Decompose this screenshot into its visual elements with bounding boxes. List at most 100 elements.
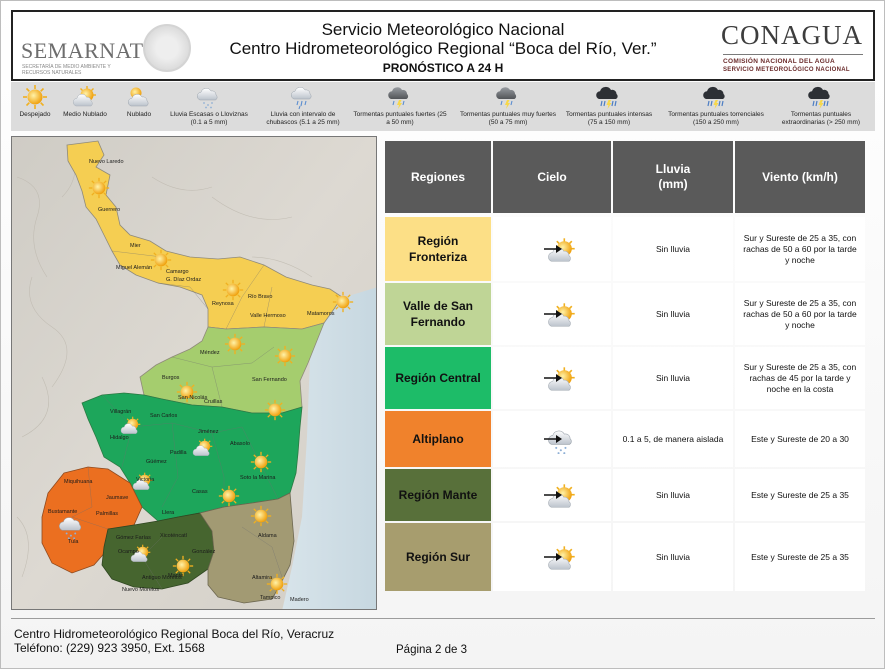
sky-cell: [493, 217, 611, 281]
region-name: Región Fronteriza: [385, 217, 491, 281]
legend-item: Despejado: [11, 82, 59, 131]
header-subtitle: Centro Hidrometeorológico Regional “Boca…: [229, 39, 657, 58]
rain-value: Sin lluvia: [613, 469, 733, 521]
region-map: Nuevo Laredo Guerrero Mier Miguel Alemán…: [11, 136, 377, 610]
weather-legend: Despejado Medio Nublado Nublado Lluvia E…: [11, 82, 875, 131]
map-label: Victoria: [136, 477, 155, 483]
legend-label: Tormentas puntuales extraordinarias (> 2…: [781, 111, 861, 126]
map-label: Altamira: [252, 575, 273, 581]
storm-torrential-icon: [703, 84, 729, 110]
map-label: Jaumave: [106, 495, 128, 501]
legend-label: Despejado: [19, 111, 51, 118]
map-label: Madero: [290, 597, 309, 603]
map-sun-icon: [265, 400, 285, 420]
forecast-title: PRONÓSTICO A 24 H: [382, 61, 504, 75]
header-wind: Viento (km/h): [735, 141, 865, 213]
map-label: San Fernando: [252, 377, 287, 383]
table-row: Región Mante Sin lluvia Este y Sureste de …: [385, 469, 865, 521]
forecast-table: Regiones Cielo Lluvia (mm) Viento (km/h)…: [385, 141, 865, 591]
wind-value: Sur y Sureste de 25 a 35, con rachas de …: [735, 283, 865, 345]
sky-forecast: [544, 310, 562, 318]
conagua-logo-line1: COMISIÓN NACIONAL DEL AGUA: [723, 58, 836, 65]
partly-cloudy-icon: [548, 238, 574, 261]
map-label: Nuevo Morelos: [122, 587, 159, 593]
map-label: Bustamante: [48, 509, 77, 515]
document-header: SEMARNAT SECRETARÍA DE MEDIO AMBIENTE Y …: [11, 10, 875, 81]
map-label: Miquihuana: [64, 479, 93, 485]
conagua-logo: CONAGUA COMISIÓN NACIONAL DEL AGUA SERVI…: [719, 20, 869, 76]
map-label: Gómez Farías: [116, 535, 151, 541]
drizzle-icon: [548, 431, 571, 454]
partly-cloudy-icon: [548, 367, 574, 390]
header-title: Servicio Meteorológico Nacional: [321, 20, 565, 39]
sky-cell: [493, 411, 611, 467]
conagua-logo-text: CONAGUA: [721, 20, 863, 50]
gulf-of-mexico: [282, 287, 376, 609]
legend-item: Nublado: [115, 82, 163, 131]
map-label: Reynosa: [212, 301, 235, 307]
map-label: San Carlos: [150, 413, 177, 419]
tamaulipas-map-svg: Nuevo Laredo Guerrero Mier Miguel Alemán…: [12, 137, 376, 609]
legend-label: Tormentas puntuales fuertes (25 a 50 mm): [353, 111, 447, 126]
map-label: Mante: [168, 573, 183, 579]
legend-item: Tormentas puntuales intensas (75 a 150 m…: [561, 82, 657, 131]
map-sun-icon: [225, 334, 245, 354]
map-label: Río Bravo: [248, 294, 272, 300]
legend-label: Nublado: [126, 111, 152, 118]
map-label: Llera: [162, 510, 175, 516]
rain-value: Sin lluvia: [613, 347, 733, 409]
map-label: G. Díaz Ordaz: [166, 277, 201, 283]
wind-value: Sur y Sureste de 25 a 35, con rachas de …: [735, 347, 865, 409]
sky-forecast: [544, 553, 562, 561]
legend-item: Medio Nublado: [61, 82, 109, 131]
map-label: Matamoros: [307, 311, 335, 317]
map-label: Nuevo Laredo: [89, 159, 124, 165]
legend-label: Tormentas puntuales muy fuertes (50 a 75…: [459, 111, 557, 126]
map-label: Guerrero: [98, 207, 120, 213]
arrow-right-icon: [544, 245, 562, 253]
legend-label: Tormentas puntuales torrenciales (150 a …: [668, 111, 764, 126]
map-label: San Nicolás: [178, 395, 208, 401]
page-number: Página 2 de 3: [396, 644, 467, 656]
map-label: Hidalgo: [110, 435, 129, 441]
map-label: Camargo: [166, 269, 189, 275]
legend-item: Tormentas puntuales fuertes (25 a 50 mm): [353, 82, 447, 131]
map-sun-icon: [219, 486, 239, 506]
map-label: Antiguo Morelos: [142, 575, 182, 581]
legend-label: Tormentas puntuales intensas (75 a 150 m…: [565, 111, 653, 126]
region-name: Altiplano: [385, 411, 491, 467]
storm-extraordinary-icon: [808, 84, 834, 110]
sky-forecast: [544, 431, 571, 454]
drizzle-icon: [196, 84, 222, 110]
partly-cloudy-icon: [548, 484, 574, 507]
wind-value: Sur y Sureste de 25 a 35, con rachas de …: [735, 217, 865, 281]
wind-value: Este y Sureste de 25 a 35: [735, 469, 865, 521]
sky-cell: [493, 347, 611, 409]
map-sun-icon: [251, 452, 271, 472]
terrain-relief: [16, 146, 313, 578]
sun-icon: [22, 84, 48, 110]
legend-item: Lluvia Escasas o Lloviznas (0.1 a 5 mm): [164, 82, 254, 131]
map-sun-icon: [333, 292, 353, 312]
national-seal-icon: [143, 24, 191, 72]
sky-cell: [493, 283, 611, 345]
footer-phone: Teléfono: (229) 923 3950, Ext. 1568: [14, 641, 205, 655]
region-name: Región Central: [385, 347, 491, 409]
map-label: Méndez: [200, 350, 220, 356]
region-name: Región Sur: [385, 523, 491, 591]
map-label: Valle Hermoso: [250, 313, 286, 319]
map-label: Padilla: [170, 450, 187, 456]
map-label: Casas: [192, 489, 208, 495]
storm-very-strong-icon: [495, 84, 521, 110]
map-label: Burgos: [162, 375, 180, 381]
showers-icon: [290, 84, 316, 110]
semarnat-logo-subtext: SECRETARÍA DE MEDIO AMBIENTE Y RECURSOS …: [22, 64, 111, 76]
table-row: Región Fronteriza Sin lluvia Sur y Sureste…: [385, 217, 865, 281]
rain-value: Sin lluvia: [613, 217, 733, 281]
arrow-right-icon: [544, 310, 562, 318]
region-name: Región Mante: [385, 469, 491, 521]
map-label: Tampico: [260, 595, 280, 601]
map-label: Tula: [68, 539, 79, 545]
map-label: Palmillas: [96, 511, 118, 517]
logo-rule: [723, 54, 863, 55]
